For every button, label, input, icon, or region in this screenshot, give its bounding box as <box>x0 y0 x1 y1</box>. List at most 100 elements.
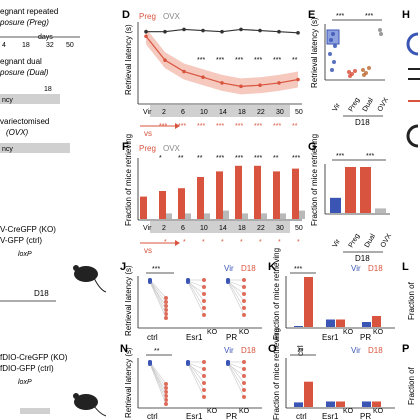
n-legend-vir: Vir <box>224 346 234 355</box>
f-bar-preg <box>159 191 166 219</box>
preg-line1: egnant repeated <box>0 7 58 16</box>
d18-point <box>202 278 206 282</box>
dual-bar <box>0 94 60 104</box>
d-tick: Vir <box>143 109 152 116</box>
e-point <box>348 74 352 78</box>
pair-line <box>149 279 167 299</box>
d-point <box>296 31 300 35</box>
d18-point <box>242 374 246 378</box>
k-bars-vir <box>294 326 303 327</box>
e-point <box>378 28 382 32</box>
panel-d-letter: D <box>122 9 130 21</box>
pair-line <box>227 363 245 398</box>
d18-point <box>164 312 168 316</box>
panel-h-letter: H <box>402 9 410 21</box>
n-stars: ** <box>154 348 160 355</box>
dio-loxp: loxP <box>18 379 32 386</box>
k-stars: *** <box>294 266 302 273</box>
e-point <box>361 68 365 72</box>
f-tick: 22 <box>257 225 265 232</box>
d18-point <box>164 382 168 386</box>
legend-preg: Preg <box>139 12 156 21</box>
f-star: *** <box>254 155 262 162</box>
pair-line <box>187 281 205 316</box>
d18-point <box>202 374 206 378</box>
pair-line <box>187 361 205 384</box>
d-point <box>277 29 281 34</box>
d18-point <box>202 292 206 296</box>
d18-point <box>242 285 246 289</box>
pair-line <box>149 362 167 401</box>
pair-line <box>187 363 205 377</box>
d-point <box>220 81 224 85</box>
o-bars-vir <box>362 401 371 407</box>
f-tick: 14 <box>219 225 227 232</box>
ko-line2: V-GFP (ctrl) <box>0 236 42 245</box>
d-star: *** <box>197 57 205 64</box>
o-tick-ctrl: ctrl <box>296 412 307 420</box>
d-star: *** <box>273 57 281 64</box>
e-point <box>362 73 366 77</box>
k-bars-vir <box>362 322 371 327</box>
g-bar <box>330 197 341 213</box>
pair-line <box>187 362 205 391</box>
f-tick: 50 <box>295 225 303 232</box>
d-tick-labels: Vir 2 6 10 14 18 22 30 50 <box>143 109 303 116</box>
d18-point <box>242 360 246 364</box>
pair-line <box>187 280 205 309</box>
d-star-red: *** <box>216 123 224 130</box>
ovx-bar <box>0 143 70 153</box>
e-tick-vir: Vir <box>332 102 343 113</box>
d-star: ** <box>292 57 298 64</box>
d-point <box>296 77 300 82</box>
o-bars <box>294 381 381 407</box>
j-ylabel: Retrieval latency (s) <box>124 265 133 336</box>
f-bar-ovx <box>204 213 210 219</box>
k-ko-2: KO <box>373 329 384 336</box>
e-points <box>328 28 383 78</box>
panel-j-letter: J <box>120 261 126 273</box>
g-bar <box>360 167 371 213</box>
n-ylabel: Retrieval latency (s) <box>124 347 133 418</box>
tick-4: 4 <box>2 42 6 49</box>
g-bar <box>345 167 356 213</box>
pair-line <box>149 281 167 319</box>
k-bars-d18 <box>336 319 345 327</box>
d18-point <box>202 395 206 399</box>
f-tick: 10 <box>200 225 208 232</box>
g-tick-dual: Dual <box>364 233 377 249</box>
d18-point <box>164 300 168 304</box>
f-star-red: * <box>221 239 224 246</box>
k-legend-vir: Vir <box>351 264 361 273</box>
d-tick: 10 <box>200 109 208 116</box>
n-ko-2: KO <box>239 408 250 415</box>
o-bars-vir <box>294 402 303 407</box>
d-star: *** <box>216 57 224 64</box>
pair-line <box>227 280 245 309</box>
d-point <box>220 29 224 34</box>
panel-p: P Fraction of <box>402 343 416 405</box>
k-bars-vir <box>326 319 335 327</box>
d18-point <box>242 313 246 317</box>
d18-point <box>242 367 246 371</box>
n-points <box>148 360 246 406</box>
e-tick-ovx: OVX <box>377 96 391 113</box>
panel-j: J Vir D18 Retrieval latency (s) *** ctrl… <box>120 261 262 342</box>
panel-f: F Preg OVX Fraction of mice retrieving V… <box>122 134 305 255</box>
f-vs-arrowhead <box>175 240 180 246</box>
d18-point <box>164 308 168 312</box>
d-grey-band <box>150 105 290 117</box>
f-star-red: * <box>259 239 262 246</box>
d18-point <box>242 292 246 296</box>
f-legend-preg: Preg <box>139 144 156 153</box>
f-star-red: * <box>278 239 281 246</box>
n-tick-pr: PR <box>226 412 237 420</box>
k-bars-d18 <box>304 277 313 327</box>
j-ko-2: KO <box>239 329 250 336</box>
g-ylabel: Fraction of mice retrieving <box>310 134 319 226</box>
pair-line <box>187 362 205 370</box>
f-star: ** <box>178 155 184 162</box>
d-star-red: *** <box>159 123 167 130</box>
d-tick: 6 <box>181 109 185 116</box>
d18-point <box>202 285 206 289</box>
